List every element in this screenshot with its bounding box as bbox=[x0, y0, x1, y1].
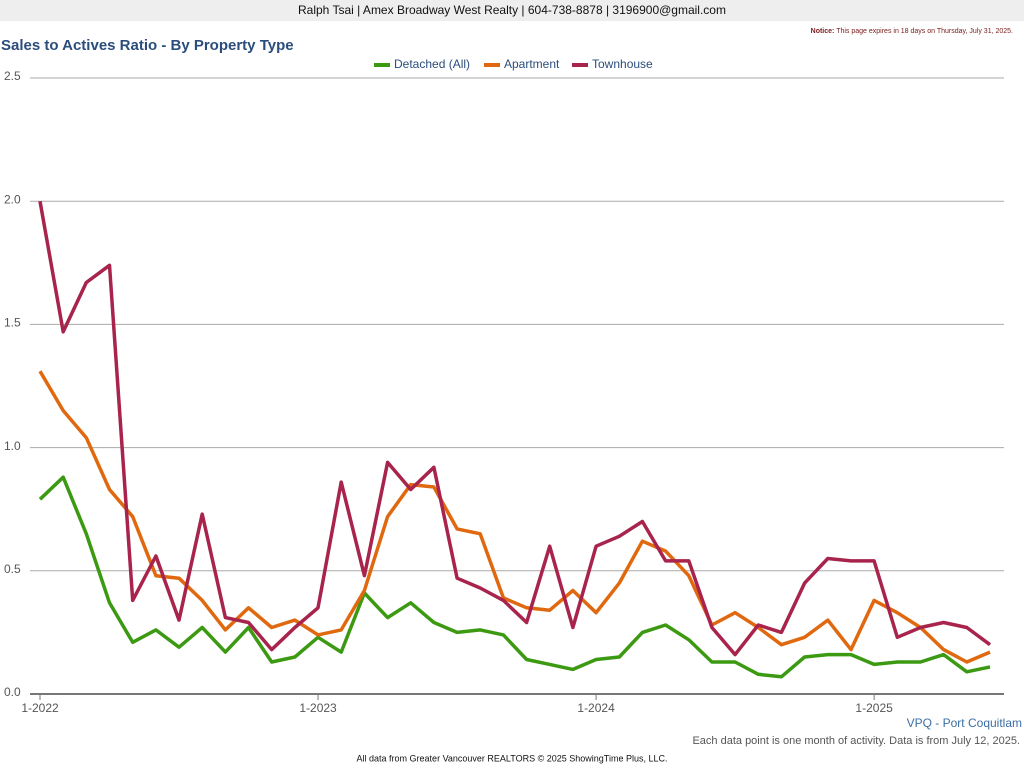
y-tick-label: 2.5 bbox=[4, 69, 21, 83]
notice-text: This page expires in 18 days on Thursday… bbox=[836, 28, 1013, 35]
legend-label: Townhouse bbox=[592, 57, 653, 71]
y-tick-label: 1.0 bbox=[4, 439, 21, 453]
notice: Notice: This page expires in 18 days on … bbox=[811, 28, 1013, 35]
x-tick-label: 1-2024 bbox=[577, 701, 615, 715]
notice-label: Notice: bbox=[811, 28, 835, 35]
header-bar bbox=[0, 0, 1024, 21]
y-tick-label: 2.0 bbox=[4, 192, 21, 206]
series-line bbox=[38, 200, 992, 657]
x-tick-label: 1-2022 bbox=[21, 701, 59, 715]
note: Each data point is one month of activity… bbox=[692, 735, 1020, 747]
legend-label: Apartment bbox=[504, 57, 560, 71]
region: VPQ - Port Coquitlam bbox=[907, 716, 1022, 730]
y-tick-label: 0.5 bbox=[4, 562, 21, 576]
y-tick-label: 1.5 bbox=[4, 316, 21, 330]
chart-title: Sales to Actives Ratio - By Property Typ… bbox=[1, 37, 294, 54]
header-text: Ralph Tsai | Amex Broadway West Realty |… bbox=[298, 3, 726, 17]
series-line bbox=[38, 370, 991, 664]
y-tick-label: 0.0 bbox=[4, 685, 21, 699]
x-tick-label: 1-2025 bbox=[855, 701, 893, 715]
series-line bbox=[38, 475, 991, 679]
footer: All data from Greater Vancouver REALTORS… bbox=[357, 753, 668, 763]
legend-label: Detached (All) bbox=[394, 57, 470, 71]
x-tick-label: 1-2023 bbox=[299, 701, 337, 715]
